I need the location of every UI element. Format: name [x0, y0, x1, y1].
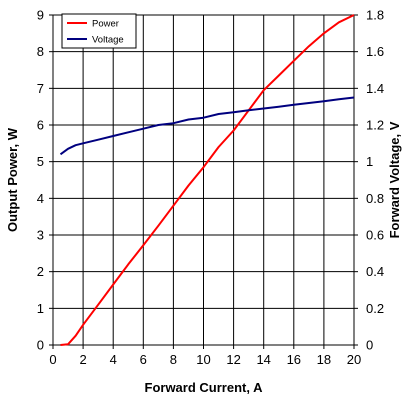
y2-tick-label: 0.4 — [366, 264, 384, 279]
y2-tick-label: 0.8 — [366, 191, 384, 206]
y-tick-label: 2 — [37, 264, 44, 279]
series-line-power — [60, 14, 355, 346]
legend-label: Power — [92, 19, 119, 30]
y-tick-label: 1 — [37, 301, 44, 316]
legend-box — [61, 13, 137, 49]
y-tick-label: 0 — [37, 338, 44, 353]
legend: Power Voltage — [61, 13, 137, 49]
y2-tick-label: 0.6 — [366, 228, 384, 243]
x-tick-label: 0 — [49, 352, 56, 367]
x-tick-label: 14 — [256, 352, 270, 367]
x-axis-label: Forward Current, A — [145, 380, 264, 395]
y2-tick-label: 1.2 — [366, 118, 384, 133]
x-tick-label: 10 — [196, 352, 210, 367]
series-line-voltage — [59, 96, 355, 156]
x-tick-label: 4 — [110, 352, 117, 367]
y2-axis-label: Forward Voltage, V — [387, 121, 402, 238]
y-tick-label: 7 — [37, 81, 44, 96]
y2-tick-label: 1.8 — [366, 8, 384, 23]
x-tick-label: 12 — [226, 352, 240, 367]
y2-tick-label: 0.2 — [366, 301, 384, 316]
y-tick-label: 5 — [37, 154, 44, 169]
x-tick-label: 16 — [287, 352, 301, 367]
x-tick-label: 6 — [140, 352, 147, 367]
y2-tick-label: 0 — [366, 338, 373, 353]
x-tick-label: 2 — [79, 352, 86, 367]
axes: 0 2 4 6 8 10 12 14 16 18 20012345678900.20.40.60.8… — [37, 8, 384, 368]
y2-tick-label: 1.6 — [366, 44, 384, 59]
x-tick-label: 20 — [347, 352, 361, 367]
x-tick-label: 18 — [317, 352, 331, 367]
y-tick-label: 4 — [37, 191, 44, 206]
legend-label: Voltage — [92, 35, 124, 46]
y2-tick-label: 1.4 — [366, 81, 384, 96]
y-tick-label: 8 — [37, 44, 44, 59]
y-axis-label: Output Power, W — [5, 127, 20, 232]
x-tick-label: 8 — [170, 352, 177, 367]
y2-tick-label: 1 — [366, 154, 373, 169]
y-tick-label: 6 — [37, 118, 44, 133]
series-layer — [59, 14, 355, 346]
y-tick-label: 9 — [37, 8, 44, 23]
grid — [52, 14, 355, 346]
y-tick-label: 3 — [37, 228, 44, 243]
